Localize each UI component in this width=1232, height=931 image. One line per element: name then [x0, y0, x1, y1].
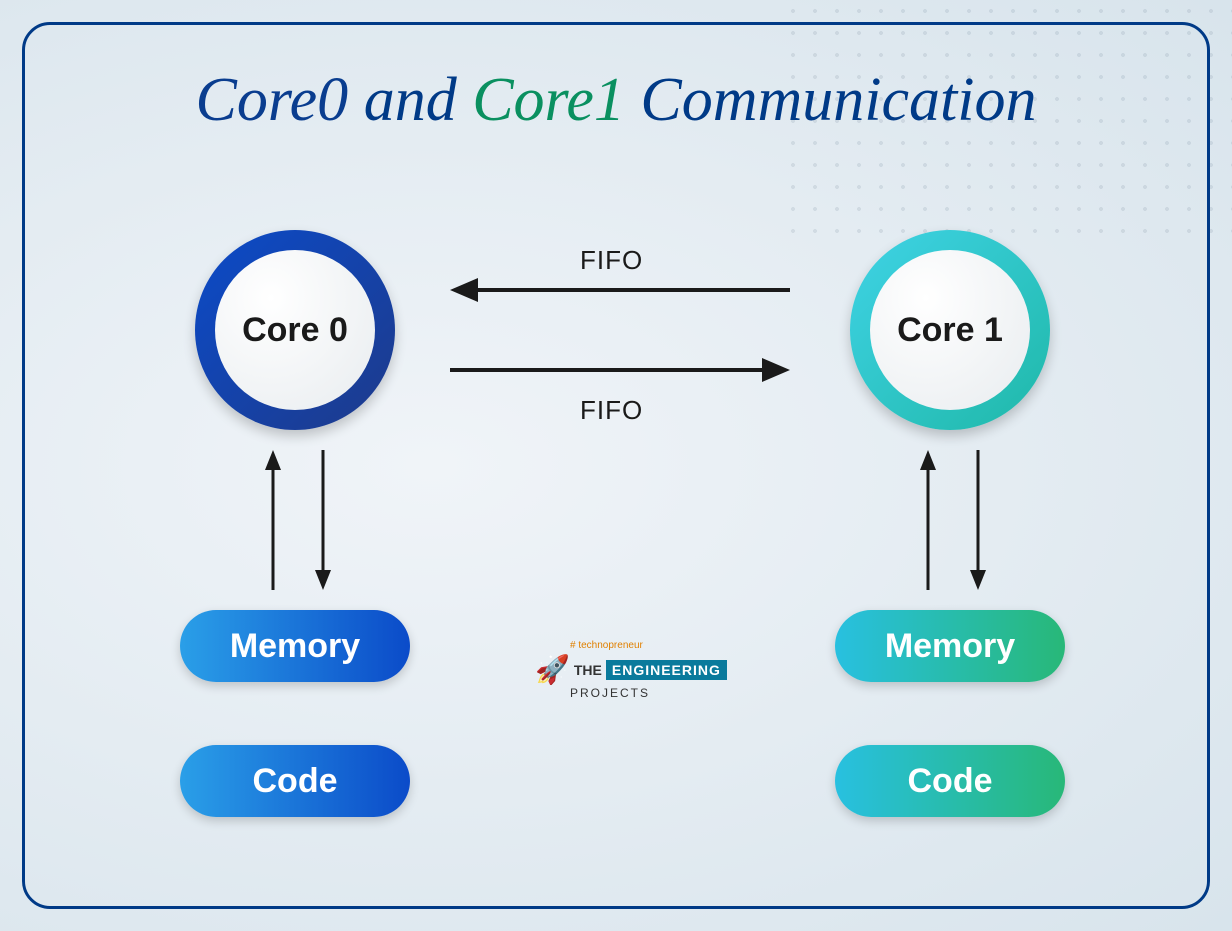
core0-arrow-down [313, 450, 333, 590]
title-and: and [348, 66, 472, 134]
diagram-title: Core0 and Core1 Communication [0, 65, 1232, 136]
rocket-icon: 🚀 [535, 653, 570, 686]
logo-engineering: ENGINEERING [606, 660, 727, 680]
fifo-arrow-left [450, 275, 790, 305]
core0-node: Core 0 [195, 230, 395, 430]
logo-tagline: # technopreneur [570, 640, 727, 651]
fifo-label-top: FIFO [580, 245, 643, 276]
fifo-arrow-right [450, 355, 790, 385]
core1-label: Core 1 [870, 250, 1030, 410]
title-communication: Communication [625, 66, 1037, 134]
core1-arrow-down [968, 450, 988, 590]
core1-arrow-up [918, 450, 938, 590]
memory0-node: Memory [180, 610, 410, 682]
core0-arrow-up [263, 450, 283, 590]
title-core0: Core0 [195, 66, 348, 134]
memory1-node: Memory [835, 610, 1065, 682]
code1-node: Code [835, 745, 1065, 817]
logo-watermark: # technopreneur 🚀 THE ENGINEERING PROJEC… [535, 640, 727, 700]
core0-label: Core 0 [215, 250, 375, 410]
logo-the: THE [574, 662, 602, 678]
fifo-label-bottom: FIFO [580, 395, 643, 426]
title-core1: Core1 [472, 66, 625, 134]
core1-node: Core 1 [850, 230, 1050, 430]
code0-node: Code [180, 745, 410, 817]
logo-projects: PROJECTS [570, 686, 727, 700]
